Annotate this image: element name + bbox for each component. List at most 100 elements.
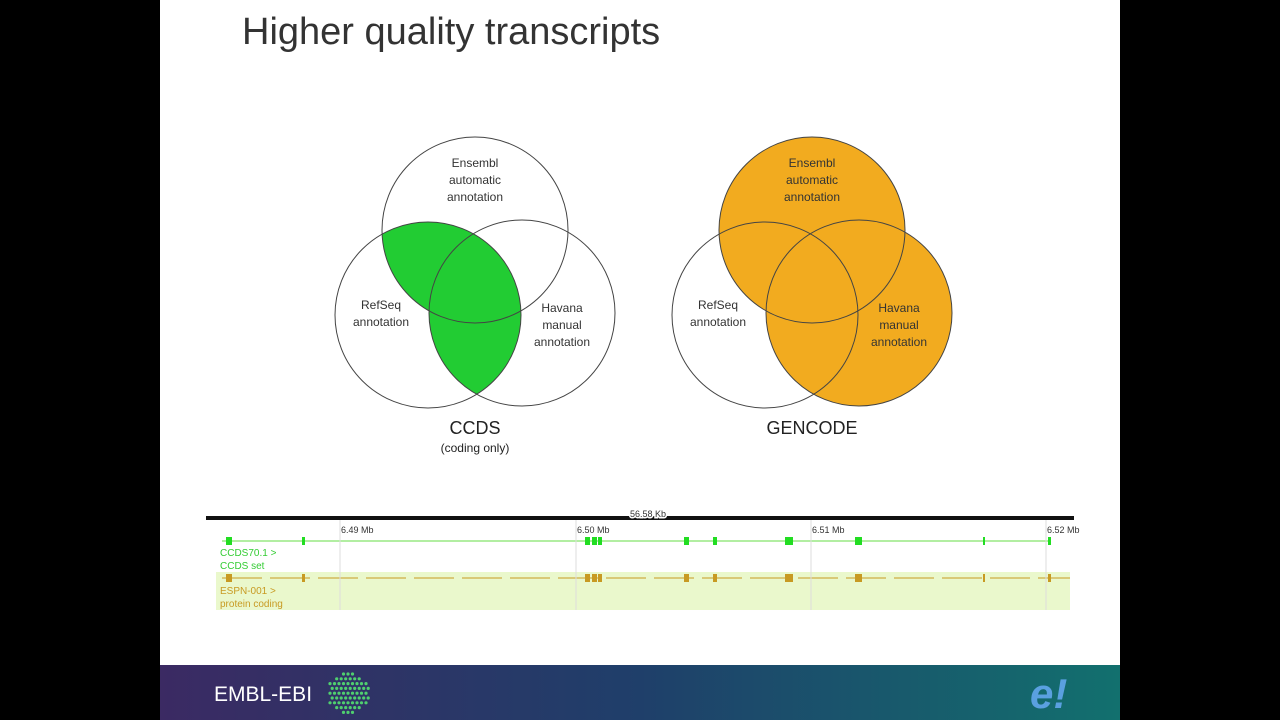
line: annotation: [353, 315, 409, 329]
ccds-exon: [598, 537, 602, 545]
org-name: EMBL-EBI: [214, 683, 312, 706]
logo-dot: [330, 696, 334, 700]
espn-exon: [855, 574, 862, 582]
line: Ensembl: [789, 156, 836, 170]
logo-dot: [357, 696, 361, 700]
line: Ensembl: [452, 156, 499, 170]
logo-dot: [350, 691, 355, 695]
logo-dot: [346, 701, 350, 705]
ccds-exon: [585, 537, 590, 545]
logo-dot: [346, 682, 350, 686]
logo-dot: [335, 686, 339, 691]
logo-dot: [366, 686, 370, 691]
espn-exon: [983, 574, 985, 582]
espn-exon: [585, 574, 590, 582]
logo-dot: [341, 710, 346, 715]
espn-exon: [713, 574, 717, 582]
venn-label: Havana manual annotation: [534, 301, 590, 349]
logo-dot: [332, 701, 337, 705]
track-sub: protein coding: [220, 599, 283, 610]
ccds-exon: [713, 537, 717, 545]
logo-dot: [357, 706, 361, 710]
logo-dot: [341, 701, 346, 705]
line: annotation: [690, 315, 746, 329]
logo-dot: [350, 682, 355, 686]
line: annotation: [534, 335, 590, 349]
logo-dot: [357, 677, 361, 681]
circle: [334, 221, 522, 409]
ccds-exon: [855, 537, 862, 545]
logo-dot: [330, 686, 334, 691]
position-label: 6.50 Mb: [577, 525, 610, 535]
line: annotation: [784, 190, 840, 204]
fill: [766, 220, 952, 406]
venn-name: CCDS: [449, 418, 500, 438]
line: automatic: [786, 173, 838, 187]
position-label: 6.49 Mb: [341, 525, 374, 535]
ccds-exon: [302, 537, 305, 545]
logo-dot: [346, 672, 350, 676]
logo-dot: [366, 696, 370, 700]
circle: [765, 219, 953, 407]
logo-dot: [353, 706, 357, 710]
espn-exon: [1048, 574, 1051, 582]
logo-dot: [362, 686, 366, 691]
ccds-exon: [226, 537, 232, 545]
circle: [428, 219, 616, 407]
logo-dot: [355, 691, 359, 695]
logo-dot: [337, 701, 341, 705]
track-label: ESPN-001 >: [220, 586, 276, 597]
genome-browser: 56.58 Kb 6.49 Mb 6.50 Mb 6.51 Mb 6.52 Mb CCDS…: [206, 508, 1080, 610]
line: automatic: [449, 173, 501, 187]
circle: [671, 221, 859, 409]
logo-dot: [348, 686, 352, 691]
espn-exon: [226, 574, 232, 582]
logo-dot: [341, 682, 346, 686]
logo-dot: [332, 682, 337, 686]
venn-label: RefSeq annotation: [353, 298, 409, 329]
espn-exon: [592, 574, 597, 582]
logo-dot: [328, 701, 332, 705]
logo-dot: [353, 686, 357, 691]
logo-dot: [339, 677, 343, 681]
ccds-exon: [785, 537, 793, 545]
logo-dot: [337, 691, 341, 695]
ccds-exon: [684, 537, 689, 545]
circle: [381, 136, 569, 324]
venn-label: RefSeq annotation: [690, 298, 746, 329]
venn-gencode: [671, 136, 953, 409]
ccds-exon: [592, 537, 597, 545]
logo-dot: [341, 672, 346, 676]
slide-title: Higher quality transcripts: [242, 11, 660, 53]
line: manual: [879, 318, 918, 332]
line: RefSeq: [698, 298, 738, 312]
position-label: 6.52 Mb: [1047, 525, 1080, 535]
ccds-exon: [1048, 537, 1051, 545]
espn-exon: [598, 574, 602, 582]
line: Havana: [541, 301, 583, 315]
logo-dot: [328, 682, 332, 686]
logo-dot: [350, 701, 355, 705]
espn-exon: [785, 574, 793, 582]
line: RefSeq: [361, 298, 401, 312]
logo-dot: [353, 696, 357, 700]
logo-dot: [344, 696, 348, 700]
venn-name: GENCODE: [766, 418, 857, 438]
track-label: CCDS70.1 >: [220, 548, 277, 559]
ccds-exon: [983, 537, 985, 545]
position-label: 6.51 Mb: [812, 525, 845, 535]
espn-exon: [302, 574, 305, 582]
track-sub: CCDS set: [220, 561, 265, 572]
line: annotation: [447, 190, 503, 204]
logo-dot: [362, 696, 366, 700]
venn-labels: Ensembl automatic annotation RefSeq annotati…: [353, 156, 927, 455]
venn-label: Ensembl automatic annotation: [447, 156, 503, 204]
logo-dot: [339, 706, 343, 710]
logo-dot: [357, 686, 361, 691]
logo-dot: [364, 691, 368, 695]
ensembl-logo: e!: [1030, 670, 1067, 717]
venn-note: (coding only): [441, 441, 510, 455]
logo-dot: [364, 682, 368, 686]
